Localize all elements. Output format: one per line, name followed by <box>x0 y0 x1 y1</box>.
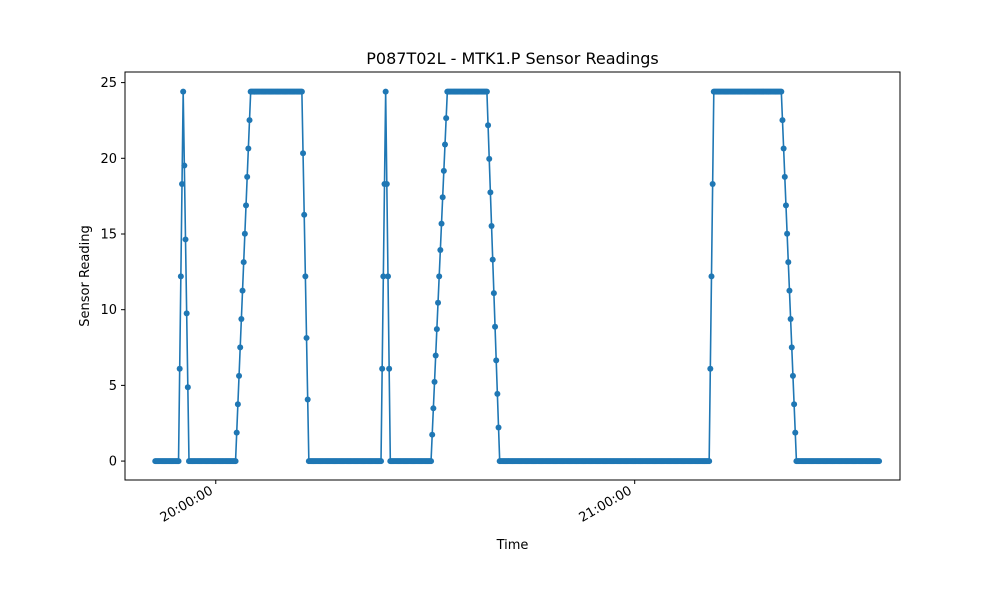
data-point <box>246 117 253 124</box>
data-point <box>786 287 793 294</box>
data-point <box>439 194 446 201</box>
data-point <box>787 316 794 322</box>
y-tick-label: 25 <box>100 76 117 91</box>
data-point <box>379 365 386 372</box>
series-line <box>155 90 880 462</box>
data-point <box>487 189 494 196</box>
data-point <box>485 122 492 129</box>
data-point <box>781 173 788 180</box>
y-axis-label: Sensor Reading <box>78 225 93 326</box>
data-point <box>438 220 445 227</box>
data-point <box>785 259 792 266</box>
data-point <box>788 344 795 351</box>
y-tick-label: 20 <box>100 152 117 167</box>
data-point <box>488 223 495 230</box>
data-point <box>298 88 305 95</box>
data-point <box>237 344 244 351</box>
x-tick-label: 21:00:00 <box>577 483 635 525</box>
data-point <box>182 236 189 243</box>
data-point <box>232 458 239 465</box>
data-point <box>782 202 789 209</box>
data-point <box>241 230 248 237</box>
data-point <box>181 162 188 169</box>
data-point <box>489 256 496 263</box>
data-point <box>442 141 449 148</box>
data-point <box>778 88 785 95</box>
data-point <box>386 365 393 372</box>
plot-frame <box>124 71 901 481</box>
data-point <box>708 273 715 280</box>
data-point <box>430 405 437 412</box>
data-point <box>483 88 490 95</box>
chart-title: P087T02L - MTK1.P Sensor Readings <box>366 49 658 68</box>
y-tick-label: 5 <box>109 379 117 394</box>
data-point <box>236 372 243 379</box>
data-point <box>495 424 502 431</box>
data-point <box>184 384 191 391</box>
data-point <box>303 334 310 341</box>
data-point <box>431 378 438 385</box>
data-point <box>779 117 786 124</box>
data-point <box>383 181 390 188</box>
data-point <box>440 167 447 174</box>
data-point <box>493 357 500 364</box>
data-point <box>492 323 499 330</box>
data-point <box>494 390 501 397</box>
y-tick-label: 0 <box>109 455 117 470</box>
y-axis: 0 5 10 15 20 25 <box>100 76 125 470</box>
data-point <box>378 458 385 465</box>
data-point <box>437 246 444 253</box>
data-point <box>177 273 184 280</box>
data-point <box>245 145 252 152</box>
data-point <box>234 401 241 408</box>
data-point <box>380 273 387 280</box>
data-point <box>301 211 308 218</box>
data-point <box>304 396 311 403</box>
data-point <box>436 273 443 280</box>
data-point <box>490 290 497 297</box>
data-point <box>238 316 245 322</box>
data-point <box>432 352 439 359</box>
data-point <box>243 202 250 209</box>
data-point <box>300 150 307 157</box>
data-point <box>240 259 247 266</box>
data-point <box>486 155 493 162</box>
data-point <box>429 431 436 438</box>
data-point <box>302 273 309 280</box>
x-tick-label: 20:00:00 <box>158 483 216 525</box>
data-point <box>176 365 183 372</box>
data-point <box>180 88 187 95</box>
data-point <box>709 181 716 188</box>
data-point <box>784 230 791 237</box>
data-point <box>789 372 796 379</box>
data-point <box>384 273 391 280</box>
data-point <box>433 326 440 333</box>
data-point <box>183 310 190 317</box>
data-point <box>233 429 240 436</box>
data-point <box>428 458 435 465</box>
data-point <box>443 115 450 122</box>
data-point <box>706 458 713 465</box>
data-point <box>707 365 714 372</box>
y-tick-label: 10 <box>100 303 117 318</box>
plot-area <box>152 88 883 465</box>
data-point <box>179 181 186 188</box>
data-point <box>435 299 442 306</box>
data-point <box>876 458 883 465</box>
y-tick-label: 15 <box>100 227 117 242</box>
data-point <box>239 287 246 294</box>
x-axis: 20:00:00 21:00:00 <box>158 480 636 526</box>
data-point <box>244 173 251 180</box>
data-point <box>175 458 182 465</box>
data-point <box>792 429 799 436</box>
x-axis-label: Time <box>496 538 529 553</box>
data-point <box>780 145 787 152</box>
data-point <box>382 88 389 95</box>
data-point <box>791 401 798 408</box>
